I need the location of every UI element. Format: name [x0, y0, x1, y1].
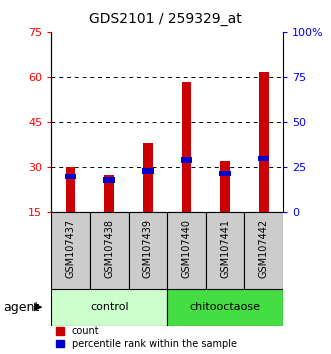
Bar [66, 167, 75, 212]
Bar [104, 175, 114, 212]
Bar [244, 212, 283, 289]
Bar [90, 212, 128, 289]
Bar [167, 212, 206, 289]
Bar [206, 212, 244, 289]
Bar [219, 171, 231, 176]
Bar [143, 143, 153, 212]
Text: ▶: ▶ [34, 302, 42, 312]
Bar [259, 73, 268, 212]
Text: GSM107439: GSM107439 [143, 219, 153, 279]
Bar [128, 212, 167, 289]
Bar [167, 289, 283, 326]
Text: GSM107440: GSM107440 [181, 219, 191, 279]
Text: GSM107441: GSM107441 [220, 219, 230, 279]
Bar [65, 173, 76, 179]
Text: chitooctaose: chitooctaose [190, 302, 260, 312]
Bar [258, 155, 269, 161]
Bar [181, 157, 192, 163]
Text: GSM107437: GSM107437 [66, 219, 75, 279]
Bar [51, 289, 167, 326]
Text: control: control [90, 302, 128, 312]
Bar [142, 168, 154, 173]
Bar [182, 81, 191, 212]
Bar [103, 177, 115, 183]
Text: GSM107442: GSM107442 [259, 219, 269, 279]
Legend: count, percentile rank within the sample: count, percentile rank within the sample [56, 326, 237, 349]
Text: GDS2101 / 259329_at: GDS2101 / 259329_at [89, 12, 242, 27]
Text: GSM107438: GSM107438 [104, 219, 114, 279]
Bar [220, 161, 230, 212]
Bar [51, 212, 90, 289]
Text: agent: agent [3, 301, 40, 314]
